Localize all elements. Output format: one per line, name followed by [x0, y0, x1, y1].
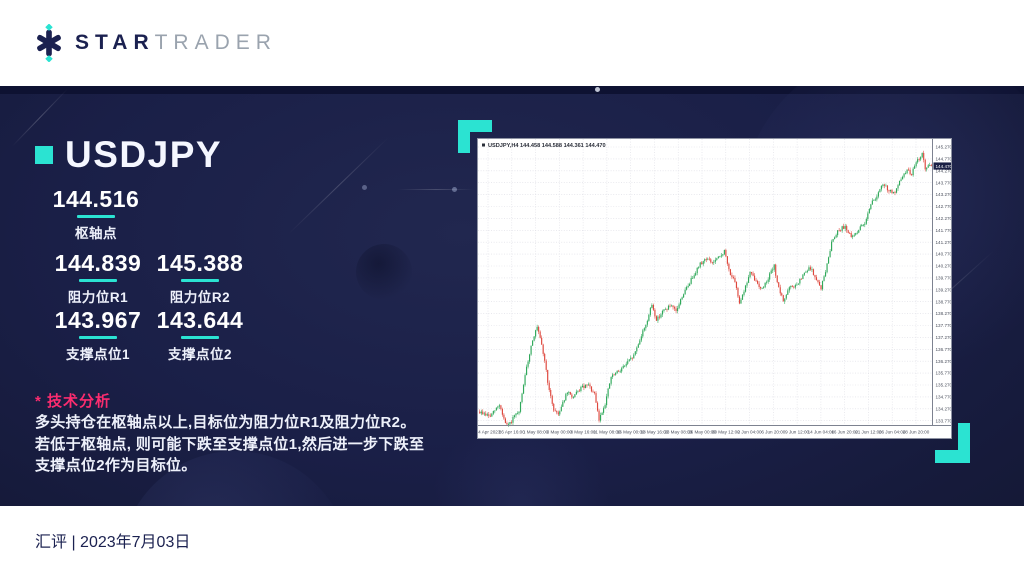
svg-text:143.770: 143.770	[936, 180, 952, 185]
candles	[479, 150, 932, 427]
pivot-underline	[77, 215, 115, 218]
level-block-s1: 143.967 支撑点位1	[36, 307, 160, 363]
decor-streak-2	[287, 136, 390, 235]
brand-wordmark: STAR TRADER	[75, 31, 277, 55]
svg-text:139.770: 139.770	[936, 275, 952, 280]
level-block-s2: 143.644 支撑点位2	[138, 307, 262, 363]
svg-text:143.270: 143.270	[936, 192, 952, 197]
footer-bar: 汇评 | 2023年7月03日	[0, 506, 1024, 576]
pivot-value: 144.516	[52, 186, 140, 212]
svg-text:144.770: 144.770	[936, 156, 952, 161]
svg-text:144.270: 144.270	[936, 168, 952, 173]
brand-logo: STAR TRADER	[33, 24, 277, 62]
svg-text:141.770: 141.770	[936, 228, 952, 233]
svg-text:142.270: 142.270	[936, 216, 952, 221]
corner-bracket-top-left-icon	[458, 120, 492, 153]
analysis-line: 支撑点位2作为目标位。	[35, 457, 197, 474]
accent-square-icon	[35, 145, 53, 164]
decor-planet-small	[356, 244, 412, 300]
svg-text:136.770: 136.770	[936, 347, 952, 352]
svg-text:138.770: 138.770	[936, 299, 952, 304]
level-underline	[181, 279, 219, 282]
level-label: 阻力位R2	[169, 289, 231, 305]
svg-text:26 Jun 04:00: 26 Jun 04:00	[879, 430, 906, 435]
svg-text:30 May 12:00: 30 May 12:00	[712, 430, 740, 435]
svg-text:16 May 00:00: 16 May 00:00	[617, 430, 645, 435]
svg-text:16 Jun 20:00: 16 Jun 20:00	[831, 430, 858, 435]
level-underline	[79, 336, 117, 339]
svg-text:140.270: 140.270	[936, 264, 952, 269]
svg-text:11 May 08:00: 11 May 08:00	[593, 430, 621, 435]
decor-dot-2	[595, 87, 600, 92]
pivot-block: 144.516 枢轴点	[34, 186, 158, 242]
analysis-text: 多头持仓在枢轴点以上,目标位为阻力位R1及阻力位R2。 若低于枢轴点, 则可能下…	[35, 412, 424, 477]
chart-bg	[478, 139, 951, 438]
svg-text:26 Apr 16:00: 26 Apr 16:00	[499, 430, 525, 435]
level-block-r2: 145.388 阻力位R2	[138, 250, 262, 306]
level-value: 143.967	[54, 307, 142, 333]
level-underline	[181, 336, 219, 339]
corner-bracket-bottom-right-icon	[935, 423, 970, 463]
svg-text:23 May 08:00: 23 May 08:00	[664, 430, 692, 435]
decor-dot-line	[398, 189, 474, 190]
footer-caption: 汇评 | 2023年7月03日	[35, 534, 191, 551]
svg-text:6 Jun 20:00: 6 Jun 20:00	[761, 430, 785, 435]
symbol-title: USDJPY	[65, 134, 223, 175]
svg-text:137.270: 137.270	[936, 335, 952, 340]
svg-text:24 Apr 2023: 24 Apr 2023	[478, 430, 501, 435]
analysis-line: 多头持仓在枢轴点以上,目标位为阻力位R1及阻力位R2。	[35, 414, 416, 431]
svg-text:134.270: 134.270	[936, 406, 952, 411]
level-value: 145.388	[156, 250, 244, 276]
level-value: 143.644	[156, 307, 244, 333]
svg-text:140.770: 140.770	[936, 252, 952, 257]
star-logo-icon	[37, 24, 61, 62]
mt4-chart-window: 145.270 144.770 144.270 143.770 143.270 142.7…	[476, 138, 953, 439]
svg-text:135.770: 135.770	[936, 371, 952, 376]
decor-dot-3	[452, 187, 457, 192]
price-axis-labels: 145.270 144.770 144.270 143.770 143.270 142.7…	[936, 145, 953, 424]
svg-text:2 Jun 04:00: 2 Jun 04:00	[738, 430, 762, 435]
svg-text:141.270: 141.270	[936, 240, 952, 245]
svg-text:8 May 16:00: 8 May 16:00	[570, 430, 596, 435]
pivot-label: 枢轴点	[75, 225, 117, 241]
header-bar: STAR TRADER	[0, 0, 1024, 86]
svg-text:26 May 00:00: 26 May 00:00	[688, 430, 716, 435]
svg-text:3 May 00:00: 3 May 00:00	[547, 430, 573, 435]
svg-text:133.770: 133.770	[936, 418, 952, 423]
level-underline	[79, 279, 117, 282]
svg-text:1 May 08:00: 1 May 08:00	[523, 430, 549, 435]
chart-symbol-marker-icon	[482, 143, 485, 147]
svg-text:28 Jun 20:00: 28 Jun 20:00	[903, 430, 930, 435]
level-label: 支撑点位2	[167, 346, 232, 362]
hero-panel: USDJPY 144.516 枢轴点 144.839 阻力位R1 145.388…	[0, 86, 1024, 506]
svg-text:138.270: 138.270	[936, 311, 952, 316]
brand-trader-text: TRADER	[154, 31, 277, 54]
svg-text:134.770: 134.770	[936, 394, 952, 399]
svg-text:14 Jun 04:00: 14 Jun 04:00	[808, 430, 835, 435]
svg-text:142.770: 142.770	[936, 204, 952, 209]
analysis-title: * 技术分析	[35, 393, 112, 410]
current-price-label: 144.470	[936, 164, 952, 169]
level-label: 支撑点位1	[65, 346, 130, 362]
chart-title: USDJPY,H4 144.458 144.588 144.361 144.47…	[488, 143, 606, 149]
current-price-box	[933, 162, 951, 170]
level-block-r1: 144.839 阻力位R1	[36, 250, 160, 306]
svg-text:145.270: 145.270	[936, 145, 952, 150]
svg-text:135.270: 135.270	[936, 383, 952, 388]
analysis-line: 若低于枢轴点, 则可能下跌至支撑点位1,然后进一步下跌至	[35, 435, 425, 453]
svg-text:139.270: 139.270	[936, 287, 952, 292]
brand-star-text: STAR	[75, 31, 155, 54]
level-label: 阻力位R1	[67, 289, 129, 305]
level-value: 144.839	[54, 250, 142, 276]
svg-text:137.770: 137.770	[936, 323, 952, 328]
svg-text:21 Jun 12:00: 21 Jun 12:00	[855, 430, 882, 435]
svg-text:136.270: 136.270	[936, 359, 952, 364]
svg-text:9 Jun 12:00: 9 Jun 12:00	[785, 430, 809, 435]
hero-top-band	[0, 86, 1024, 94]
symbol-heading: USDJPY	[35, 136, 222, 173]
svg-text:18 May 16:00: 18 May 16:00	[641, 430, 669, 435]
candlestick-chart: 145.270 144.770 144.270 143.770 143.270 142.7…	[476, 139, 953, 438]
decor-dot-1	[362, 185, 367, 190]
